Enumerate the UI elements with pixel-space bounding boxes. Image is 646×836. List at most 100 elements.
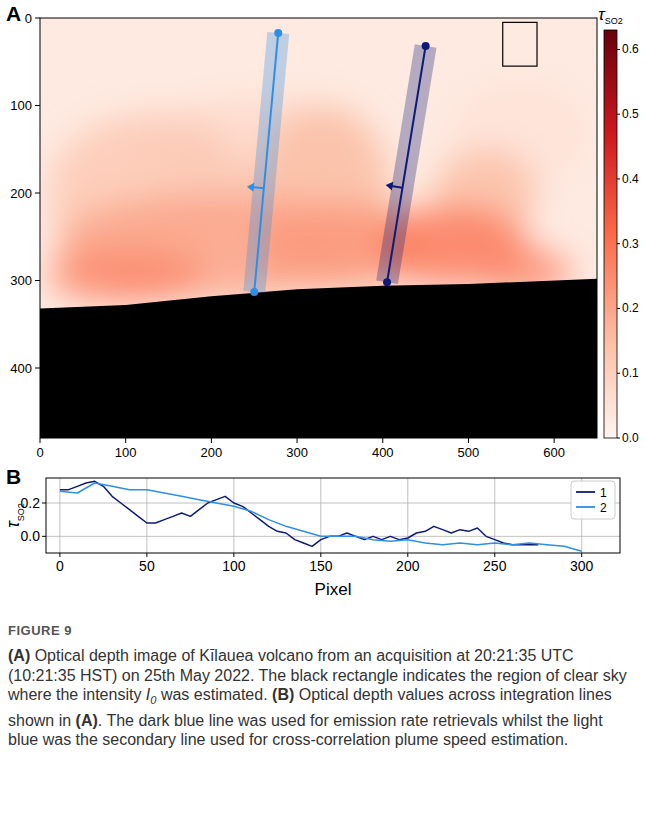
panel-label: B xyxy=(6,465,21,488)
colorbar-tick xyxy=(617,114,620,115)
grid-line xyxy=(233,478,234,553)
image-area xyxy=(40,18,597,438)
figure: 01002003004005006000100200300400A0.00.10… xyxy=(0,0,646,618)
grid-line xyxy=(407,478,408,553)
line-end xyxy=(250,288,258,296)
colorbar-tick xyxy=(617,308,620,309)
integration-band xyxy=(376,44,436,284)
caption-run: . The dark blue line was used for emissi… xyxy=(8,712,603,749)
x-tick-label: 100 xyxy=(115,445,137,460)
plume-blob xyxy=(49,250,203,303)
colorbar xyxy=(604,30,617,438)
direction-arrow-head xyxy=(386,182,394,191)
colorbar-tick-label: 0.5 xyxy=(622,107,639,121)
colorbar-tick-label: 0.3 xyxy=(622,237,639,251)
x-axis-title: Pixel xyxy=(315,580,352,599)
x-tick xyxy=(125,438,126,443)
y-tick xyxy=(42,536,46,537)
x-tick xyxy=(233,553,234,557)
colorbar-tick xyxy=(617,243,620,244)
legend-swatch xyxy=(576,506,595,508)
colorbar-tick-label: 0.2 xyxy=(622,301,639,315)
grid-line xyxy=(320,478,321,553)
x-tick-label: 600 xyxy=(543,445,565,460)
integration-band xyxy=(243,32,289,293)
y-tick-label: 200 xyxy=(10,186,32,201)
x-tick xyxy=(382,438,383,443)
x-tick xyxy=(297,438,298,443)
legend-label: 1 xyxy=(600,486,607,500)
legend-label: 2 xyxy=(600,501,607,515)
y-tick xyxy=(35,105,40,106)
line-end xyxy=(422,42,430,50)
colorbar-tick-label: 0.6 xyxy=(622,42,639,56)
integration-line xyxy=(387,46,426,282)
ground-mask xyxy=(40,279,597,438)
y-tick xyxy=(35,18,40,19)
caption-run: (A) xyxy=(8,647,30,664)
y-tick xyxy=(35,280,40,281)
y-tick-label: 400 xyxy=(10,361,32,376)
x-tick-label: 0 xyxy=(36,445,43,460)
caption-run: I xyxy=(146,686,150,703)
colorbar-title: τSO2 xyxy=(598,5,622,26)
y-tick-label: 0.0 xyxy=(21,528,41,544)
sky-background xyxy=(40,18,597,438)
x-tick-label: 200 xyxy=(201,445,223,460)
x-tick xyxy=(494,553,495,557)
x-tick xyxy=(211,438,212,443)
plot-frame xyxy=(46,478,620,553)
x-tick-label: 250 xyxy=(483,558,507,574)
x-tick-label: 150 xyxy=(309,558,333,574)
y-tick-label: 300 xyxy=(10,273,32,288)
line-end xyxy=(274,29,282,37)
x-tick-label: 300 xyxy=(286,445,308,460)
caption-run: (A) xyxy=(76,712,98,729)
caption-label: FIGURE 9 xyxy=(8,623,72,638)
x-tick xyxy=(581,553,582,557)
plume xyxy=(49,79,589,302)
y-tick xyxy=(35,193,40,194)
legend-swatch xyxy=(576,491,595,493)
colorbar-tick-label: 0.0 xyxy=(622,431,639,445)
y-tick xyxy=(42,503,46,504)
colorbar-tick-label: 0.1 xyxy=(622,366,639,380)
colorbar-tick xyxy=(617,438,620,439)
caption-run: (B) xyxy=(272,686,294,703)
colorbar-tick xyxy=(617,373,620,374)
y-tick-label: 100 xyxy=(10,98,32,113)
legend-box xyxy=(571,481,615,519)
x-tick xyxy=(407,553,408,557)
y-axis-title-sub: SO2 xyxy=(16,503,26,521)
x-tick xyxy=(146,553,147,557)
y-axis-title: τSO2 xyxy=(3,503,26,528)
panel-label: A xyxy=(6,2,21,25)
caption-run: was estimated. xyxy=(156,686,272,703)
x-tick-label: 100 xyxy=(222,558,246,574)
image-frame xyxy=(40,18,597,438)
grid-line xyxy=(46,503,620,504)
direction-arrow-head xyxy=(247,183,254,192)
series-line xyxy=(60,481,538,546)
colorbar-tick xyxy=(617,49,620,50)
x-tick xyxy=(320,553,321,557)
x-tick xyxy=(59,553,60,557)
x-tick-label: 0 xyxy=(56,558,64,574)
colorbar-tick xyxy=(617,178,620,179)
figure-page: 01002003004005006000100200300400A0.00.10… xyxy=(0,0,646,836)
clear-sky-box xyxy=(503,22,537,66)
x-tick xyxy=(468,438,469,443)
x-tick-label: 500 xyxy=(458,445,480,460)
line-end xyxy=(383,278,391,286)
x-tick-label: 50 xyxy=(139,558,155,574)
colorbar-tick-label: 0.4 xyxy=(622,172,639,186)
y-tick-label: 0 xyxy=(25,11,32,26)
x-tick-label: 200 xyxy=(396,558,420,574)
x-tick xyxy=(40,438,41,443)
colorbar-title-sub: SO2 xyxy=(605,16,623,26)
x-tick-label: 400 xyxy=(372,445,394,460)
grid-line xyxy=(494,478,495,553)
caption-run: 0 xyxy=(150,694,156,706)
y-tick xyxy=(35,368,40,369)
plot-area xyxy=(60,481,582,551)
